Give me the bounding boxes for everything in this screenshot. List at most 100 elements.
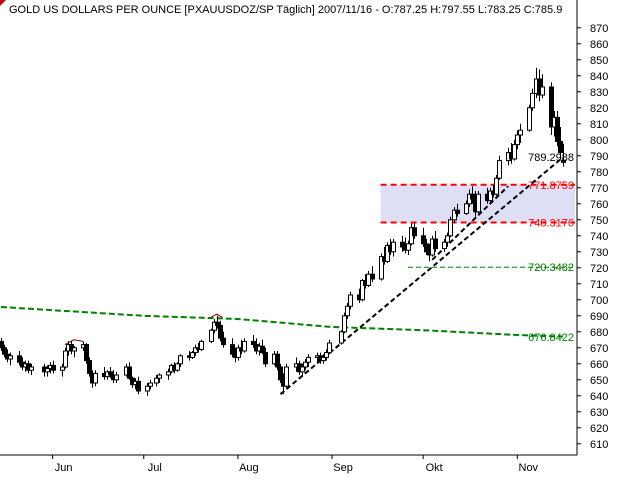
- y-tick-label: 870: [590, 23, 608, 35]
- candle-body[interactable]: [385, 244, 390, 262]
- candle-body[interactable]: [455, 209, 460, 214]
- candle-body[interactable]: [515, 134, 520, 146]
- candle-body[interactable]: [242, 340, 247, 352]
- candle-body[interactable]: [157, 374, 162, 379]
- candle-body[interactable]: [448, 219, 453, 237]
- candle-body[interactable]: [190, 352, 195, 358]
- candle-body[interactable]: [215, 321, 220, 326]
- candle-body[interactable]: [488, 190, 493, 202]
- candle-body[interactable]: [303, 361, 308, 368]
- candle-body[interactable]: [218, 324, 223, 339]
- candle-body[interactable]: [370, 273, 375, 280]
- y-tick-label: 700: [590, 295, 608, 307]
- level-label-676.8422: 676.8422: [528, 332, 574, 344]
- candle-body[interactable]: [127, 366, 132, 379]
- candle-body[interactable]: [72, 347, 77, 352]
- candle-body[interactable]: [263, 352, 268, 365]
- candle-body[interactable]: [512, 144, 517, 160]
- candle-body[interactable]: [193, 347, 198, 354]
- candle-body[interactable]: [0, 340, 4, 349]
- candle-body[interactable]: [348, 294, 353, 307]
- candle-body[interactable]: [464, 203, 469, 214]
- candle-body[interactable]: [424, 243, 429, 253]
- y-tick-label: 620: [590, 423, 608, 435]
- candle-body[interactable]: [221, 337, 226, 346]
- candle-body[interactable]: [470, 193, 475, 200]
- candle-body[interactable]: [433, 238, 438, 250]
- candle-body[interactable]: [324, 352, 329, 358]
- candle-body[interactable]: [230, 344, 235, 355]
- candle-body[interactable]: [558, 140, 563, 154]
- candle-body[interactable]: [555, 116, 560, 142]
- candle-body[interactable]: [278, 366, 283, 381]
- candle-body[interactable]: [260, 345, 265, 354]
- candle-body[interactable]: [87, 360, 92, 374]
- candle-body[interactable]: [366, 273, 371, 286]
- candle-body[interactable]: [45, 368, 50, 373]
- candle-body[interactable]: [412, 227, 417, 237]
- candle-body[interactable]: [209, 329, 214, 342]
- candle-body[interactable]: [114, 374, 119, 381]
- x-tick-label: Aug: [239, 462, 259, 474]
- candle-body[interactable]: [84, 344, 89, 362]
- y-tick-label: 680: [590, 327, 608, 339]
- candle-body[interactable]: [452, 209, 457, 221]
- level-label-771.8759: 771.8759: [528, 180, 574, 192]
- candle-body[interactable]: [379, 256, 384, 280]
- candle-body[interactable]: [561, 159, 566, 163]
- candle-body[interactable]: [236, 347, 241, 358]
- x-tick-label: Okt: [426, 462, 443, 474]
- candle-body[interactable]: [406, 243, 411, 251]
- candle-body[interactable]: [212, 321, 217, 331]
- candle-body[interactable]: [445, 235, 450, 243]
- candle-body[interactable]: [145, 385, 150, 392]
- candle-body[interactable]: [275, 353, 280, 368]
- candle-body[interactable]: [108, 371, 113, 376]
- y-tick-label: 830: [590, 87, 608, 99]
- candle-body[interactable]: [421, 235, 426, 245]
- candle-body[interactable]: [321, 356, 326, 362]
- candle-body[interactable]: [51, 364, 56, 371]
- candle-body[interactable]: [284, 366, 289, 387]
- candle-body[interactable]: [345, 305, 350, 317]
- candle-body[interactable]: [2, 347, 7, 355]
- y-tick-label: 780: [590, 167, 608, 179]
- candle-body[interactable]: [530, 92, 535, 109]
- candle-body[interactable]: [178, 355, 183, 365]
- candle-body[interactable]: [8, 355, 13, 360]
- candle-body[interactable]: [540, 86, 545, 96]
- candle-body[interactable]: [494, 177, 499, 195]
- candle-body[interactable]: [154, 377, 159, 384]
- candle-body[interactable]: [342, 315, 347, 333]
- candle-body[interactable]: [527, 107, 532, 131]
- candle-body[interactable]: [476, 193, 481, 213]
- candle-body[interactable]: [199, 340, 204, 350]
- y-tick-label: 800: [590, 135, 608, 147]
- candle-body[interactable]: [166, 371, 171, 376]
- y-tick-label: 820: [590, 103, 608, 115]
- candle-body[interactable]: [549, 86, 554, 128]
- x-tick-label: Nov: [519, 462, 539, 474]
- candle-body[interactable]: [497, 160, 502, 179]
- candle-body[interactable]: [29, 366, 34, 371]
- candle-body[interactable]: [175, 363, 180, 371]
- candle-body[interactable]: [60, 366, 65, 371]
- candle-body[interactable]: [339, 331, 344, 344]
- candle-body[interactable]: [300, 366, 305, 373]
- candle-body[interactable]: [306, 356, 311, 363]
- candle-body[interactable]: [136, 380, 141, 392]
- candle-body[interactable]: [391, 241, 396, 253]
- candle-body[interactable]: [251, 340, 256, 346]
- candle-body[interactable]: [400, 241, 405, 248]
- candle-body[interactable]: [518, 129, 523, 136]
- candle-body[interactable]: [360, 280, 365, 301]
- candle-body[interactable]: [327, 342, 332, 354]
- y-tick-label: 640: [590, 391, 608, 403]
- candle-body[interactable]: [93, 372, 98, 384]
- candle-body[interactable]: [17, 355, 22, 363]
- candle-body[interactable]: [442, 241, 447, 250]
- y-tick-label: 810: [590, 119, 608, 131]
- candle-body[interactable]: [63, 350, 68, 368]
- candle-body[interactable]: [148, 382, 153, 387]
